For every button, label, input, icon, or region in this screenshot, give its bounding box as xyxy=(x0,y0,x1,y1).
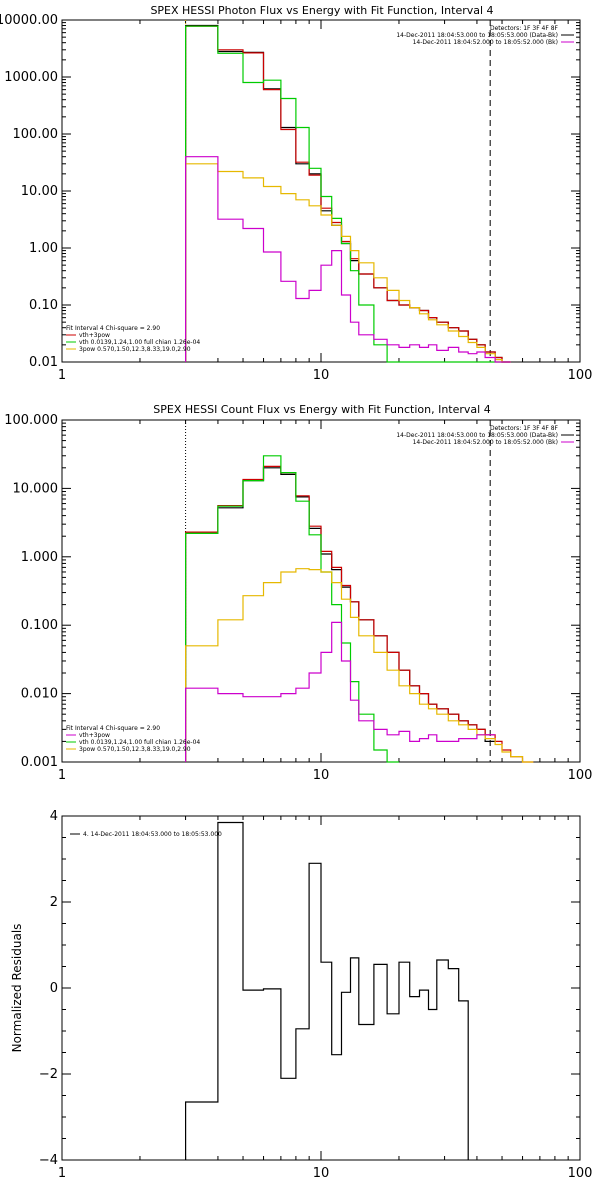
y-tick-label: −4 xyxy=(39,1153,58,1168)
series-nonthermal-fit xyxy=(185,568,534,763)
residuals-panel: Normalized Residuals 4 2 0 −2 −4 1 10 100 4. 1… xyxy=(10,809,592,1181)
x-tick-label: 1 xyxy=(58,768,66,783)
series-thermal-fit xyxy=(185,25,511,363)
x-tick-label: 100 xyxy=(568,768,593,783)
legend-entry: vth 0.0139,1.24,1.00 full chian 1.26e-04 xyxy=(79,339,200,346)
residuals-legend: 4. 14-Dec-2011 18:04:53.000 to 18:05:53.… xyxy=(70,831,222,838)
y-tick-label: 0.001 xyxy=(21,755,58,770)
series-nonthermal-fit xyxy=(185,163,511,363)
legend-entry: 3pow 0.570,1.50,12.3,8.33,19.0,2.90 xyxy=(79,746,191,753)
legend-entry: vth+3pow xyxy=(79,732,110,739)
y-tick-label: 10.000 xyxy=(13,481,59,496)
count-flux-marker-lines xyxy=(185,420,491,762)
legend-entry: vth+3pow xyxy=(79,332,110,339)
y-tick-label: 100.000 xyxy=(4,413,58,428)
y-tick-label: 2 xyxy=(50,895,58,910)
x-tick-label: 100 xyxy=(568,1166,593,1181)
legend-entry: Detectors: 1F 3F 4F 8F xyxy=(490,425,559,432)
x-tick-label: 10 xyxy=(313,1166,330,1181)
count-flux-series xyxy=(185,455,534,763)
legend-entry: 4. 14-Dec-2011 18:04:53.000 to 18:05:53.… xyxy=(83,831,222,838)
y-tick-label: 1000.00 xyxy=(4,70,58,85)
residuals-y-axis-label: Normalized Residuals xyxy=(10,924,24,1053)
photon-flux-title: SPEX HESSI Photon Flux vs Energy with Fi… xyxy=(150,4,493,17)
series-total-fit xyxy=(185,465,534,763)
x-tick-label: 1 xyxy=(58,368,66,383)
photon-flux-panel: SPEX HESSI Photon Flux vs Energy with Fi… xyxy=(0,4,592,383)
y-tick-label: 1.000 xyxy=(21,550,58,565)
photon-flux-marker-lines xyxy=(185,20,491,362)
photon-flux-y-ticks: 10000.00 1000.00 100.00 10.00 1.00 0.10 0.01 xyxy=(0,13,580,370)
count-flux-legend-bottom-left: Fit Interval 4 Chi-square = 2.90vth+3pow… xyxy=(66,725,200,753)
y-tick-label: 0.10 xyxy=(29,298,58,313)
residuals-series xyxy=(185,821,469,1160)
x-tick-label: 10 xyxy=(313,368,330,383)
series-background xyxy=(185,156,511,363)
residuals-x-ticks: 1 10 100 xyxy=(58,816,593,1181)
y-tick-label: 0.01 xyxy=(29,355,58,370)
series-total-fit xyxy=(185,25,511,363)
legend-entry: 14-Dec-2011 18:04:52.000 to 18:05:52.000… xyxy=(413,39,558,46)
count-flux-x-ticks: 1 10 100 xyxy=(58,420,593,783)
count-flux-y-ticks: 100.000 10.000 1.000 0.100 0.010 0.001 xyxy=(4,413,580,770)
legend-entry: 14-Dec-2011 18:04:53.000 to 18:05:53.000… xyxy=(396,32,558,39)
y-tick-label: −2 xyxy=(39,1067,58,1082)
count-flux-title: SPEX HESSI Count Flux vs Energy with Fit… xyxy=(153,403,490,416)
y-tick-label: 10000.00 xyxy=(0,13,58,28)
y-tick-label: 100.00 xyxy=(13,127,59,142)
legend-entry: Detectors: 1F 3F 4F 8F xyxy=(490,25,559,32)
x-tick-label: 1 xyxy=(58,1166,66,1181)
legend-entry: 3pow 0.570,1.50,12.3,8.33,19.0,2.90 xyxy=(79,346,191,353)
y-tick-label: 10.00 xyxy=(21,184,58,199)
series-residuals xyxy=(185,821,469,1160)
x-tick-label: 10 xyxy=(313,768,330,783)
y-tick-label: 1.00 xyxy=(29,241,58,256)
series-thermal-fit xyxy=(185,455,399,763)
series-background xyxy=(185,621,496,762)
residuals-y-ticks: 4 2 0 −2 −4 xyxy=(39,809,580,1168)
y-tick-label: 0.010 xyxy=(21,687,58,702)
legend-entry: vth 0.0139,1.24,1.00 full chian 1.26e-04 xyxy=(79,739,200,746)
legend-entry: 14-Dec-2011 18:04:52.000 to 18:05:52.000… xyxy=(413,439,558,446)
photon-flux-legend-bottom-left: Fit Interval 4 Chi-square = 2.90vth+3pow… xyxy=(66,325,200,353)
count-flux-plot-frame xyxy=(61,419,581,763)
legend-entry: 14-Dec-2011 18:04:53.000 to 18:05:53.000… xyxy=(396,432,558,439)
series-data-minus-bk xyxy=(185,24,511,363)
legend-entry: Fit Interval 4 Chi-square = 2.90 xyxy=(66,325,160,332)
y-tick-label: 0 xyxy=(50,981,58,996)
count-flux-panel: SPEX HESSI Count Flux vs Energy with Fit… xyxy=(4,403,592,783)
y-tick-label: 0.100 xyxy=(21,618,58,633)
y-tick-label: 4 xyxy=(50,809,58,824)
legend-entry: Fit Interval 4 Chi-square = 2.90 xyxy=(66,725,160,732)
photon-flux-series xyxy=(185,24,511,363)
x-tick-label: 100 xyxy=(568,368,593,383)
